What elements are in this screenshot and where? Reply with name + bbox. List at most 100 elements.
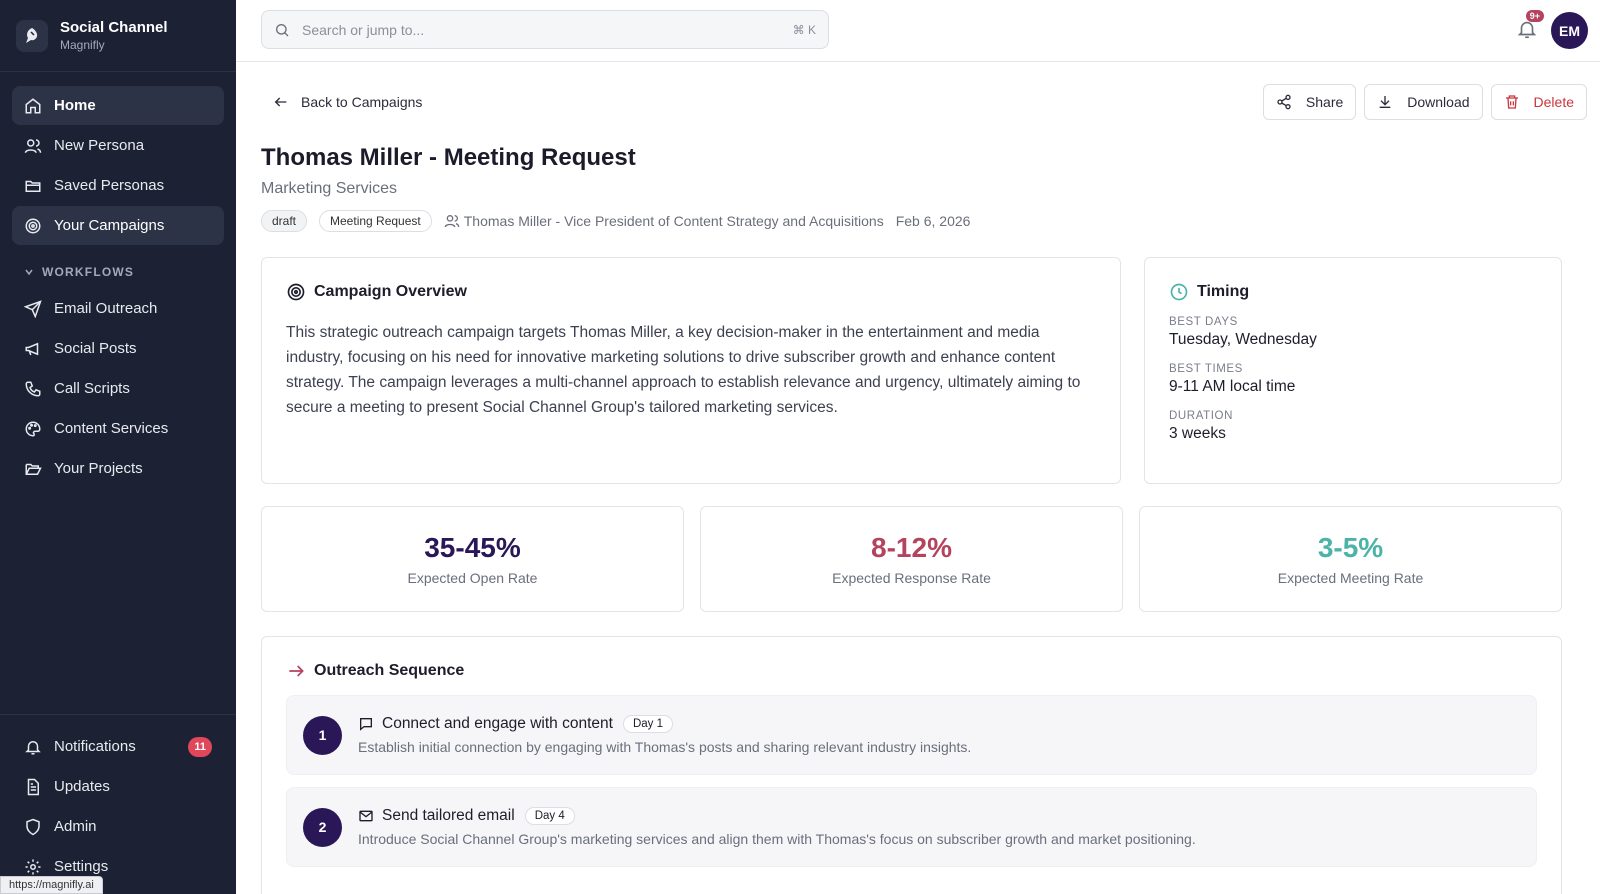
nav-item-label: Updates bbox=[54, 778, 110, 795]
download-label: Download bbox=[1407, 94, 1470, 110]
stat-response-rate: 8-12% Expected Response Rate bbox=[700, 506, 1123, 612]
avatar[interactable]: EM bbox=[1551, 12, 1588, 49]
notifications-count-badge: 11 bbox=[188, 736, 212, 757]
nav-item-settings[interactable]: Settings bbox=[12, 847, 224, 886]
page-subtitle: Marketing Services bbox=[261, 180, 398, 197]
nav-item-content-services[interactable]: Content Services bbox=[12, 409, 224, 448]
nav-item-label: Call Scripts bbox=[54, 380, 130, 397]
stat-label: Expected Open Rate bbox=[407, 570, 538, 586]
nav-item-label: Saved Personas bbox=[54, 177, 165, 194]
search-shortcut: ⌘ K bbox=[792, 22, 816, 37]
share-button[interactable]: Share bbox=[1262, 84, 1357, 120]
share-icon bbox=[1277, 94, 1291, 110]
nav-item-notifications[interactable]: Notifications 11 bbox=[12, 727, 224, 766]
persona-label: Thomas Miller - Vice President of Conten… bbox=[463, 213, 884, 229]
back-label: Back to Campaigns bbox=[301, 94, 423, 110]
nav-item-label: Admin bbox=[54, 818, 97, 835]
phone-icon bbox=[25, 381, 41, 397]
nav-item-label: New Persona bbox=[54, 137, 145, 154]
campaign-date: Feb 6, 2026 bbox=[895, 213, 971, 229]
brand-logo-icon bbox=[16, 19, 48, 52]
users-icon bbox=[444, 215, 460, 228]
search-icon bbox=[276, 23, 289, 36]
delete-button[interactable]: Delete bbox=[1490, 84, 1587, 120]
message-icon bbox=[360, 718, 372, 731]
nav-item-label: Your Campaigns bbox=[54, 217, 165, 234]
sequence-step[interactable]: 1 Connect and engage with content Day 1 … bbox=[286, 695, 1537, 775]
page-title: Thomas Miller - Meeting Request bbox=[261, 144, 636, 171]
best-times-label: BEST TIMES bbox=[1169, 363, 1243, 375]
stat-label: Expected Response Rate bbox=[832, 570, 991, 586]
megaphone-icon bbox=[25, 342, 39, 355]
chevron-down-icon bbox=[25, 269, 33, 276]
brand[interactable]: Social Channel Magnifly bbox=[0, 0, 236, 72]
send-icon bbox=[24, 299, 42, 318]
nav-item-your-campaigns[interactable]: Your Campaigns bbox=[12, 206, 224, 245]
stat-value: 8-12% bbox=[871, 532, 952, 563]
nav-item-home[interactable]: Home bbox=[12, 86, 224, 125]
nav-item-your-projects[interactable]: Your Projects bbox=[12, 449, 224, 488]
nav-item-label: Home bbox=[54, 97, 96, 114]
stat-value: 35-45% bbox=[424, 532, 521, 563]
nav-item-admin[interactable]: Admin bbox=[12, 807, 224, 846]
best-days-label: BEST DAYS bbox=[1169, 316, 1238, 328]
delete-label: Delete bbox=[1533, 94, 1574, 110]
gear-icon bbox=[25, 859, 41, 874]
sidebar-bottom: Notifications 11 Updates Admin Settings bbox=[0, 714, 236, 887]
arrow-left-icon bbox=[274, 97, 287, 107]
nav-item-label: Your Projects bbox=[54, 460, 143, 477]
step-number: 2 bbox=[303, 807, 342, 847]
page-actions: Share Download Delete bbox=[1262, 84, 1587, 120]
status-bar-url: https://magnifly.ai bbox=[0, 876, 103, 894]
nav-item-new-persona[interactable]: New Persona bbox=[12, 126, 224, 165]
timing-heading: Timing bbox=[1169, 282, 1537, 302]
shield-icon bbox=[26, 818, 40, 835]
bell-icon bbox=[25, 740, 41, 754]
nav-item-label: Notifications bbox=[54, 738, 136, 755]
stat-open-rate: 35-45% Expected Open Rate bbox=[261, 506, 684, 612]
sequence-heading: Outreach Sequence bbox=[286, 661, 1537, 681]
main-content: Back to Campaigns Share Download Delete … bbox=[236, 62, 1600, 894]
overview-title: Campaign Overview bbox=[314, 283, 467, 300]
bell-badge: 9+ bbox=[1525, 10, 1544, 22]
stat-meeting-rate: 3-5% Expected Meeting Rate bbox=[1139, 506, 1562, 612]
main-nav: Home New Persona Saved Personas Your Cam… bbox=[0, 72, 236, 488]
step-day-badge: Day 1 bbox=[622, 715, 673, 733]
page-toolbar: Back to Campaigns Share Download Delete bbox=[261, 84, 1587, 120]
stat-value: 3-5% bbox=[1317, 532, 1384, 563]
search-input[interactable] bbox=[302, 21, 793, 38]
best-days-value: Tuesday, Wednesday bbox=[1169, 331, 1317, 348]
nav-item-updates[interactable]: Updates bbox=[12, 767, 224, 806]
nav-item-social-posts[interactable]: Social Posts bbox=[12, 329, 224, 368]
section-label: WORKFLOWS bbox=[42, 265, 135, 279]
palette-icon bbox=[25, 420, 41, 437]
overview-heading: Campaign Overview bbox=[286, 282, 1096, 302]
timing-title: Timing bbox=[1197, 283, 1250, 300]
target-icon bbox=[25, 218, 41, 233]
trash-icon bbox=[1505, 95, 1518, 109]
nav-item-email-outreach[interactable]: Email Outreach bbox=[12, 289, 224, 328]
brand-sub: Magnifly bbox=[60, 38, 105, 52]
target-icon bbox=[287, 283, 305, 301]
download-button[interactable]: Download bbox=[1364, 84, 1483, 120]
sequence-step[interactable]: 2 Send tailored email Day 4 Introduce So… bbox=[286, 787, 1537, 867]
search-box[interactable]: ⌘ K bbox=[261, 10, 829, 49]
brand-name: Social Channel bbox=[60, 19, 168, 36]
overview-text: This strategic outreach campaign targets… bbox=[286, 324, 1081, 416]
home-icon bbox=[25, 97, 41, 113]
campaign-meta: draft Meeting Request Thomas Miller - Vi… bbox=[261, 210, 970, 232]
workflows-section-toggle[interactable]: WORKFLOWS bbox=[12, 265, 224, 279]
notifications-bell-icon[interactable] bbox=[1516, 18, 1538, 40]
status-badge: draft bbox=[261, 210, 308, 232]
back-to-campaigns-link[interactable]: Back to Campaigns bbox=[261, 94, 422, 110]
type-badge: Meeting Request bbox=[319, 210, 432, 232]
nav-item-saved-personas[interactable]: Saved Personas bbox=[12, 166, 224, 205]
outreach-sequence-card: Outreach Sequence 1 Connect and engage w… bbox=[261, 636, 1562, 894]
nav-item-call-scripts[interactable]: Call Scripts bbox=[12, 369, 224, 408]
mail-icon bbox=[359, 810, 373, 822]
duration-value: 3 weeks bbox=[1169, 425, 1226, 442]
document-icon bbox=[27, 778, 39, 795]
step-day-badge: Day 4 bbox=[524, 807, 575, 825]
nav-item-label: Content Services bbox=[54, 420, 169, 437]
step-number: 1 bbox=[303, 715, 342, 755]
